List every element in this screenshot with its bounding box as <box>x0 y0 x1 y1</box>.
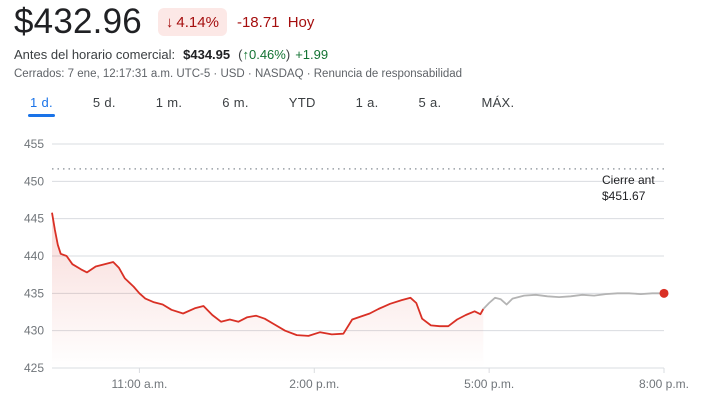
x-tick-label: 11:00 a.m. <box>112 377 168 391</box>
y-tick-label: 450 <box>24 174 44 188</box>
tab-range-5[interactable]: 1 a. <box>355 95 379 110</box>
change-period: Hoy <box>287 13 315 31</box>
premarket-row: Antes del horario comercial: $434.95 (↑0… <box>14 47 328 62</box>
x-tick-label: 8:00 p.m. <box>639 377 689 391</box>
y-tick-label: 430 <box>24 324 44 338</box>
tab-range-7[interactable]: MÁX. <box>481 95 515 110</box>
premarket-label: Antes del horario comercial: <box>14 47 176 62</box>
y-tick-label: 445 <box>24 212 44 226</box>
tab-range-3[interactable]: 6 m. <box>222 95 249 110</box>
tab-range-6[interactable]: 5 a. <box>418 95 442 110</box>
x-tick-label: 2:00 p.m. <box>289 377 339 391</box>
chart-area <box>52 212 484 368</box>
previous-close-label: Cierre ant <box>602 173 655 187</box>
down-arrow-icon: ↓ <box>165 13 174 31</box>
premarket-percent-value: 0.46% <box>248 47 286 62</box>
quote-meta[interactable]: Cerrados: 7 ene, 12:17:31 a.m. UTC-5 · U… <box>14 68 463 80</box>
after_hours-session-line <box>482 292 664 310</box>
x-tick-label: 5:00 p.m. <box>464 377 514 391</box>
x-axis: 11:00 a.m. 2:00 p.m. 5:00 p.m. 8:00 p.m. <box>112 368 689 391</box>
chart-end-dot <box>659 288 669 298</box>
tab-range-0[interactable]: 1 d. <box>24 95 59 117</box>
absolute-change: -18.71 Hoy <box>237 14 314 31</box>
premarket-change: +1.99 <box>295 47 329 62</box>
y-tick-label: 425 <box>24 361 44 375</box>
chart-lines <box>51 212 664 337</box>
absolute-change-value: -18.71 <box>236 13 280 31</box>
quote-header: $432.96 ↓ 4.14% -18.71 Hoy <box>14 2 314 42</box>
tab-range-1[interactable]: 5 d. <box>92 95 116 110</box>
range-tabs: 1 d. 5 d. 1 m. 6 m. YTD 1 a. 5 a. MÁX. <box>24 95 548 117</box>
tab-range-2[interactable]: 1 m. <box>155 95 183 110</box>
up-arrow-icon: ↑ <box>242 47 249 62</box>
previous-close: Cierre ant $451.67 <box>52 168 664 203</box>
percent-change-badge: ↓ 4.14% <box>157 8 227 36</box>
premarket-paren-close: ) <box>285 47 291 62</box>
previous-close-value: $451.67 <box>602 189 646 203</box>
premarket-price: $434.95 <box>183 47 231 62</box>
premarket-paren-open: ( <box>238 47 243 62</box>
chart-grid: 455 450 445 440 435 430 425 <box>24 137 664 375</box>
current-price: $432.96 <box>14 2 142 41</box>
y-tick-label: 435 <box>24 286 44 300</box>
premarket-percent: (↑0.46%) <box>238 47 290 62</box>
regular-session-area <box>52 212 484 368</box>
tab-range-4[interactable]: YTD <box>288 95 316 110</box>
regular-session-line <box>51 212 485 337</box>
y-tick-label: 455 <box>24 137 44 151</box>
y-tick-label: 440 <box>24 249 44 263</box>
latest-price-dot <box>659 288 669 298</box>
percent-change: 4.14% <box>176 13 219 31</box>
